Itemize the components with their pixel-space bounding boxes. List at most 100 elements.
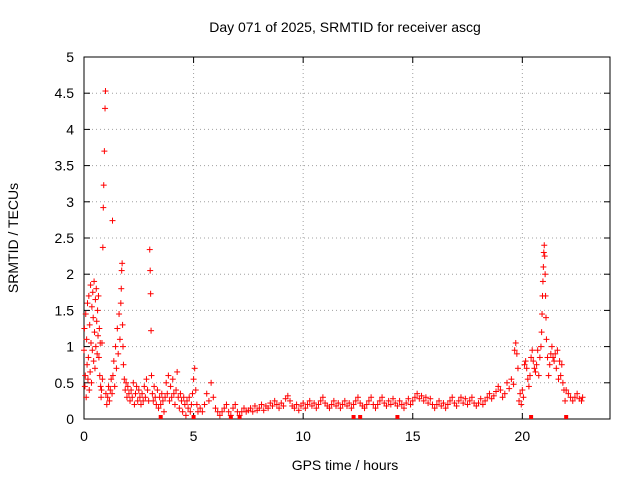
data-point — [365, 397, 372, 404]
data-point — [91, 329, 98, 336]
data-point — [174, 368, 181, 375]
data-point — [464, 401, 471, 408]
data-point — [518, 401, 525, 408]
data-point — [291, 405, 298, 412]
data-point — [482, 397, 489, 404]
data-point — [158, 390, 165, 397]
data-point — [543, 336, 550, 343]
data-point — [141, 383, 148, 390]
data-point — [539, 311, 546, 318]
zero-value-point — [191, 415, 196, 419]
data-point — [113, 365, 120, 372]
data-point — [159, 397, 166, 404]
data-point — [555, 376, 562, 383]
data-point — [495, 383, 502, 390]
data-point — [372, 405, 379, 412]
data-point — [574, 390, 581, 397]
data-point — [216, 412, 223, 419]
y-tick-label: 0.5 — [55, 375, 75, 391]
data-point — [130, 379, 137, 386]
zero-value-point — [395, 415, 400, 419]
data-point — [109, 390, 116, 397]
zero-value-point — [237, 415, 242, 419]
data-point — [186, 394, 193, 401]
data-point — [184, 397, 191, 404]
data-point — [368, 394, 375, 401]
data-point — [527, 372, 534, 379]
y-tick-label: 4.5 — [55, 85, 75, 101]
data-point — [433, 401, 440, 408]
data-point — [148, 372, 155, 379]
data-point — [400, 405, 407, 412]
data-point — [542, 292, 549, 299]
data-point — [116, 336, 123, 343]
data-point — [302, 405, 309, 412]
data-point — [383, 402, 390, 409]
data-point — [354, 394, 361, 401]
data-point — [143, 376, 150, 383]
data-point — [537, 343, 544, 350]
data-point — [162, 394, 169, 401]
data-point — [109, 217, 116, 224]
data-point — [457, 394, 464, 401]
data-point — [88, 339, 95, 346]
data-point — [306, 397, 313, 404]
data-point — [166, 397, 173, 404]
data-points — [81, 88, 586, 419]
data-point — [420, 397, 427, 404]
data-point — [541, 253, 548, 260]
data-point — [119, 260, 126, 267]
data-point — [546, 361, 553, 368]
data-point — [111, 383, 118, 390]
data-point — [468, 394, 475, 401]
y-tick-label: 2.5 — [55, 230, 75, 246]
data-point — [147, 290, 154, 297]
data-point — [346, 400, 353, 407]
data-point — [199, 408, 206, 415]
data-point — [543, 314, 550, 321]
data-point — [164, 390, 171, 397]
y-tick-label: 5 — [66, 49, 74, 65]
data-point — [548, 343, 555, 350]
data-point — [173, 387, 180, 394]
data-point — [179, 408, 186, 415]
data-point — [168, 394, 175, 401]
data-point — [557, 372, 564, 379]
data-point — [100, 204, 107, 211]
data-point — [444, 401, 451, 408]
data-point — [139, 390, 146, 397]
data-point — [84, 300, 91, 307]
data-point — [102, 88, 109, 95]
data-point — [125, 390, 132, 397]
data-point — [545, 372, 552, 379]
data-point — [265, 405, 272, 412]
data-point — [116, 311, 123, 318]
data-point — [422, 394, 429, 401]
data-point — [201, 401, 208, 408]
grid-lines — [84, 57, 610, 419]
data-point — [330, 397, 337, 404]
data-point — [81, 383, 88, 390]
data-point — [99, 376, 106, 383]
data-point — [460, 400, 467, 407]
data-point — [177, 390, 184, 397]
data-point — [105, 383, 112, 390]
data-point — [151, 383, 158, 390]
data-point — [350, 401, 357, 408]
data-point — [123, 394, 130, 401]
data-point — [530, 358, 537, 365]
data-point — [132, 390, 139, 397]
data-point — [374, 401, 381, 408]
data-point — [81, 325, 88, 332]
data-point — [120, 343, 127, 350]
data-point — [170, 390, 177, 397]
data-point — [188, 401, 195, 408]
data-point — [114, 325, 121, 332]
data-point — [129, 394, 136, 401]
data-point — [96, 325, 103, 332]
data-point — [486, 390, 493, 397]
data-point — [517, 390, 524, 397]
data-point — [86, 387, 93, 394]
data-point — [225, 408, 232, 415]
x-tick-label: 15 — [405, 428, 421, 444]
